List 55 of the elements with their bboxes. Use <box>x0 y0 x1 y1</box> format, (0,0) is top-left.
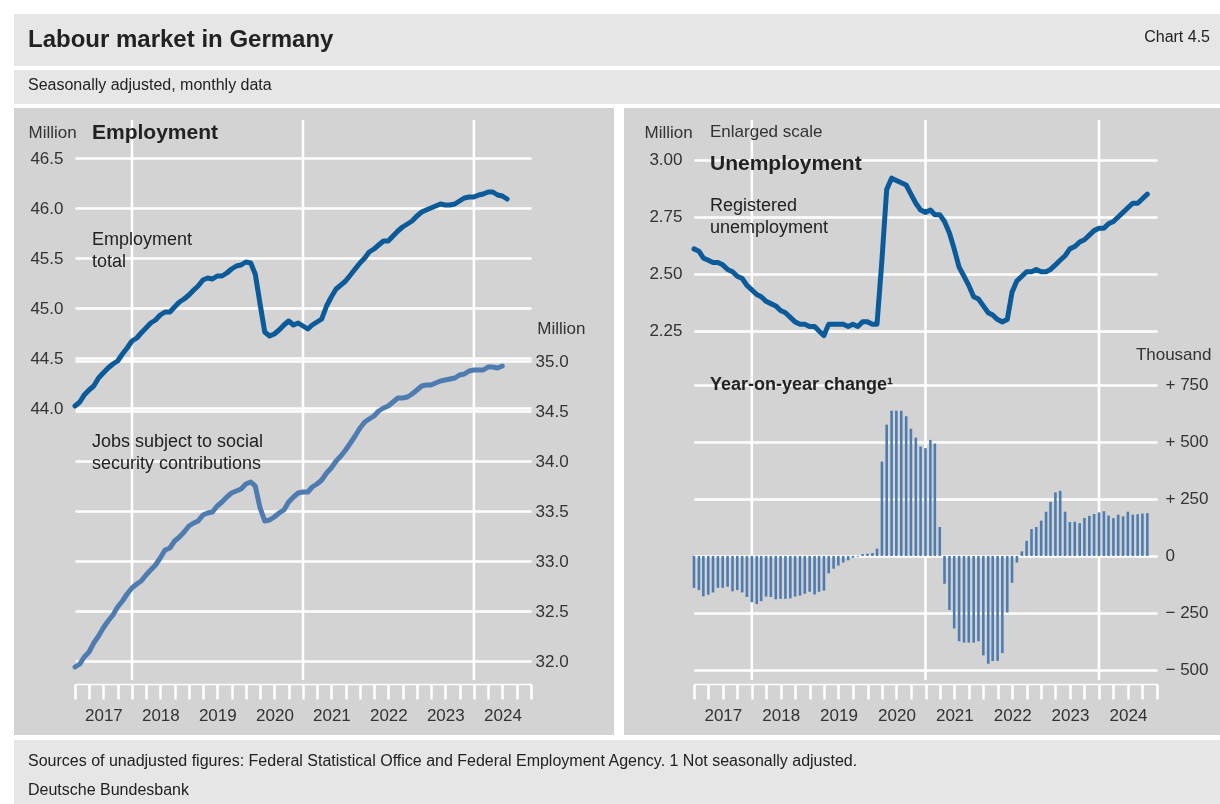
x-tick-label: 2021 <box>935 705 974 725</box>
x-tick-label: 2020 <box>256 705 294 725</box>
y2-tick-label: − 500 <box>1165 660 1209 680</box>
x-tick-label: 2023 <box>426 705 465 725</box>
y2-tick-label: + 750 <box>1165 375 1209 395</box>
y-tick-label: 2.25 <box>649 321 683 341</box>
y2-tick-label: 33.5 <box>535 501 569 521</box>
y2-tick-label: + 250 <box>1165 489 1209 509</box>
x-tick-label: 2019 <box>820 705 858 725</box>
text: Labour market in Germany <box>28 25 334 53</box>
x-tick-label: 2021 <box>312 705 351 725</box>
y-axis-title: Million <box>644 122 693 142</box>
text: Seasonally adjusted, monthly data <box>28 76 272 94</box>
x-tick-label: 2018 <box>762 705 801 725</box>
x-tick-label: 2022 <box>369 705 408 725</box>
series-label: Jobs subject to social security contributions <box>92 431 264 473</box>
y-tick-label: 44.0 <box>30 398 64 418</box>
x-tick-label: 2019 <box>198 705 237 725</box>
text: Deutsche Bundesbank <box>28 781 189 799</box>
series-label: Employment total <box>92 229 193 271</box>
x-tick-label: 2024 <box>1109 705 1148 725</box>
y2-tick-label: 34.5 <box>535 401 569 421</box>
y-tick-label: 44.5 <box>30 348 64 368</box>
text: Unemployment <box>710 150 862 174</box>
y2-tick-label: 0 <box>1165 546 1175 566</box>
y-tick-label: 45.5 <box>30 248 64 268</box>
x-tick-label: 2022 <box>993 705 1032 725</box>
annotation: Enlarged scale <box>710 122 823 141</box>
y-tick-label: 2.75 <box>649 207 683 227</box>
y2-axis-title: Million <box>537 318 586 338</box>
y-axis-title: Million <box>28 122 77 142</box>
series-label: Registered unemployment <box>710 195 829 237</box>
source-note: Sources of unadjusted figures: Federal Statistical Office and Federal Employment Agency. 1 Not seasonally adjusted. <box>28 752 858 770</box>
y2-tick-label: 35.0 <box>535 351 569 371</box>
y2-tick-label: − 250 <box>1165 603 1209 623</box>
series-label: Year-on-year change¹ <box>710 374 894 394</box>
x-tick-label: 2018 <box>141 705 180 725</box>
y2-tick-label: 33.0 <box>535 551 569 571</box>
y2-tick-label: 34.0 <box>535 451 569 471</box>
y2-tick-label: 32.5 <box>535 601 569 621</box>
y2-tick-label: 32.0 <box>535 651 569 671</box>
y-tick-label: 46.0 <box>30 198 64 218</box>
x-tick-label: 2017 <box>84 705 123 725</box>
y-tick-label: 3.00 <box>649 150 683 170</box>
x-tick-label: 2023 <box>1051 705 1090 725</box>
y-tick-label: 2.50 <box>649 264 683 284</box>
caption: Chart 4.5 <box>1144 28 1210 46</box>
x-tick-label: 2017 <box>704 705 743 725</box>
chart-title: Employment <box>92 119 219 143</box>
y-tick-label: 45.0 <box>30 298 64 318</box>
y2-tick-label: + 500 <box>1165 432 1209 452</box>
y2-axis-title: Thousand <box>1135 344 1212 364</box>
x-tick-label: 2024 <box>484 705 522 725</box>
y-tick-label: 46.5 <box>30 148 64 168</box>
x-tick-label: 2020 <box>878 705 916 725</box>
